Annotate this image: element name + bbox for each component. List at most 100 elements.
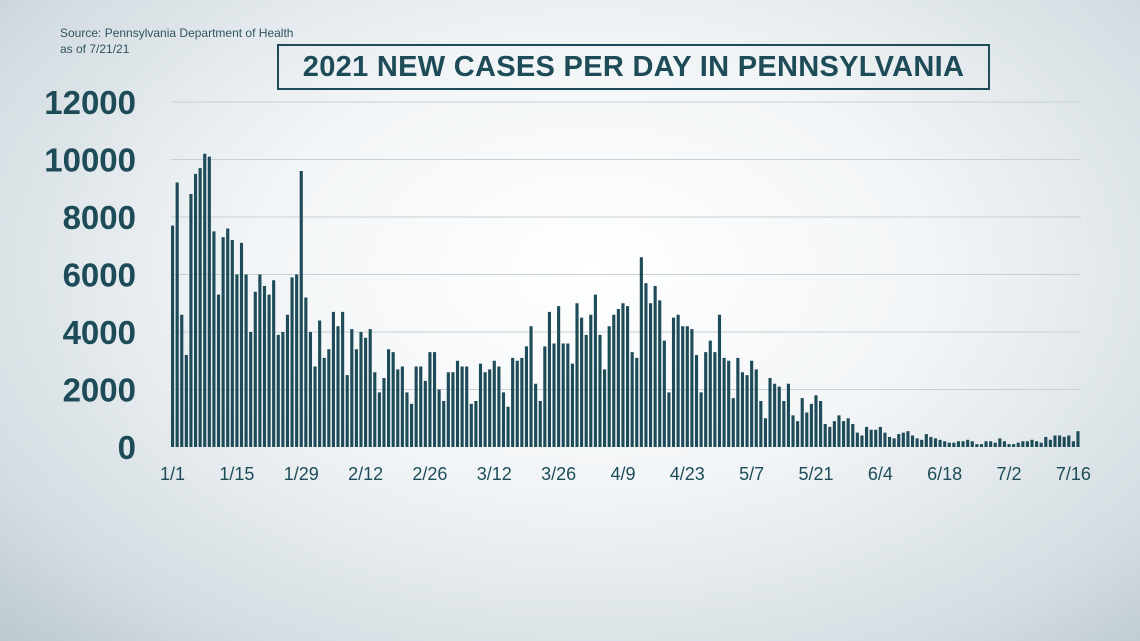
bar — [221, 237, 225, 447]
bar — [851, 424, 855, 447]
bar — [837, 415, 841, 448]
bar — [226, 228, 230, 447]
bar — [630, 352, 634, 448]
bar — [244, 274, 248, 447]
bar — [800, 398, 804, 448]
bar — [267, 294, 271, 448]
y-tick-label: 0 — [118, 429, 136, 466]
bar — [570, 363, 574, 448]
bar — [593, 294, 597, 448]
bar — [1030, 439, 1034, 447]
bar — [750, 360, 754, 447]
chart-title: 2021 NEW CASES PER DAY IN PENNSYLVANIA — [277, 44, 990, 90]
x-tick-label: 3/12 — [477, 464, 512, 484]
bar — [322, 357, 326, 448]
bar — [607, 326, 611, 447]
bar — [1058, 435, 1062, 447]
y-tick-label: 8000 — [63, 199, 136, 236]
bar — [557, 306, 561, 448]
bar — [198, 168, 202, 448]
bar — [713, 352, 717, 448]
bar — [814, 395, 818, 447]
bar — [910, 435, 915, 447]
bar — [621, 303, 625, 447]
bar — [285, 314, 290, 447]
bar — [304, 297, 308, 447]
bar — [773, 383, 777, 447]
bar — [616, 309, 620, 447]
bar — [947, 442, 951, 447]
bar — [685, 326, 689, 447]
bar — [428, 352, 432, 448]
bar — [1076, 431, 1080, 447]
y-tick-label: 2000 — [63, 372, 136, 409]
bar — [313, 366, 317, 447]
bar — [193, 173, 198, 448]
y-tick-label: 12000 — [44, 84, 136, 121]
bar — [262, 286, 267, 447]
bar — [989, 441, 993, 447]
x-tick-label: 1/15 — [219, 464, 254, 484]
bar — [1002, 441, 1006, 447]
bar — [943, 441, 947, 447]
x-tick-label: 2/26 — [412, 464, 447, 484]
bar — [483, 372, 487, 447]
bar — [327, 349, 331, 447]
bar — [782, 401, 786, 447]
bar — [566, 343, 570, 447]
bar — [451, 372, 455, 447]
bar — [887, 436, 892, 447]
bar — [345, 375, 349, 448]
bar — [432, 352, 437, 448]
bar — [207, 156, 211, 448]
bar — [295, 274, 299, 447]
bar — [704, 352, 708, 448]
bar — [708, 340, 712, 448]
bar — [864, 426, 869, 448]
y-tick-label: 10000 — [44, 142, 136, 179]
bar — [405, 392, 409, 448]
bar — [276, 334, 280, 448]
bar — [717, 314, 722, 447]
bar — [354, 349, 358, 447]
bar — [419, 366, 423, 447]
bar — [520, 357, 524, 448]
bar — [933, 438, 938, 448]
bar — [938, 439, 942, 447]
bar — [667, 392, 671, 448]
bar — [1044, 436, 1048, 447]
x-tick-label: 6/4 — [868, 464, 893, 484]
source-line: Source: Pennsylvania Department of Healt… — [60, 26, 294, 40]
bar — [648, 303, 653, 447]
bar — [543, 346, 547, 448]
bar — [515, 360, 519, 447]
bar — [373, 372, 377, 447]
bar — [446, 372, 450, 447]
bar — [736, 357, 740, 448]
bar — [382, 378, 386, 447]
bar — [855, 432, 859, 448]
bar — [671, 317, 676, 448]
bar — [809, 403, 813, 448]
bar — [681, 326, 685, 447]
bar — [239, 242, 244, 448]
bar — [171, 225, 175, 447]
bar — [952, 442, 956, 447]
as-of-date: as of 7/21/21 — [60, 42, 130, 56]
gridlines — [171, 101, 1081, 390]
bar — [184, 355, 188, 447]
bar — [598, 334, 602, 448]
bar — [791, 415, 795, 448]
bar — [676, 314, 680, 447]
bar — [722, 357, 726, 448]
bar — [281, 332, 285, 447]
bar — [874, 429, 878, 447]
x-tick-label: 3/26 — [541, 464, 576, 484]
bar — [759, 401, 763, 447]
bar — [497, 366, 501, 447]
bar — [915, 438, 919, 448]
bar — [364, 337, 368, 447]
bar — [318, 320, 322, 447]
bar — [341, 311, 345, 448]
